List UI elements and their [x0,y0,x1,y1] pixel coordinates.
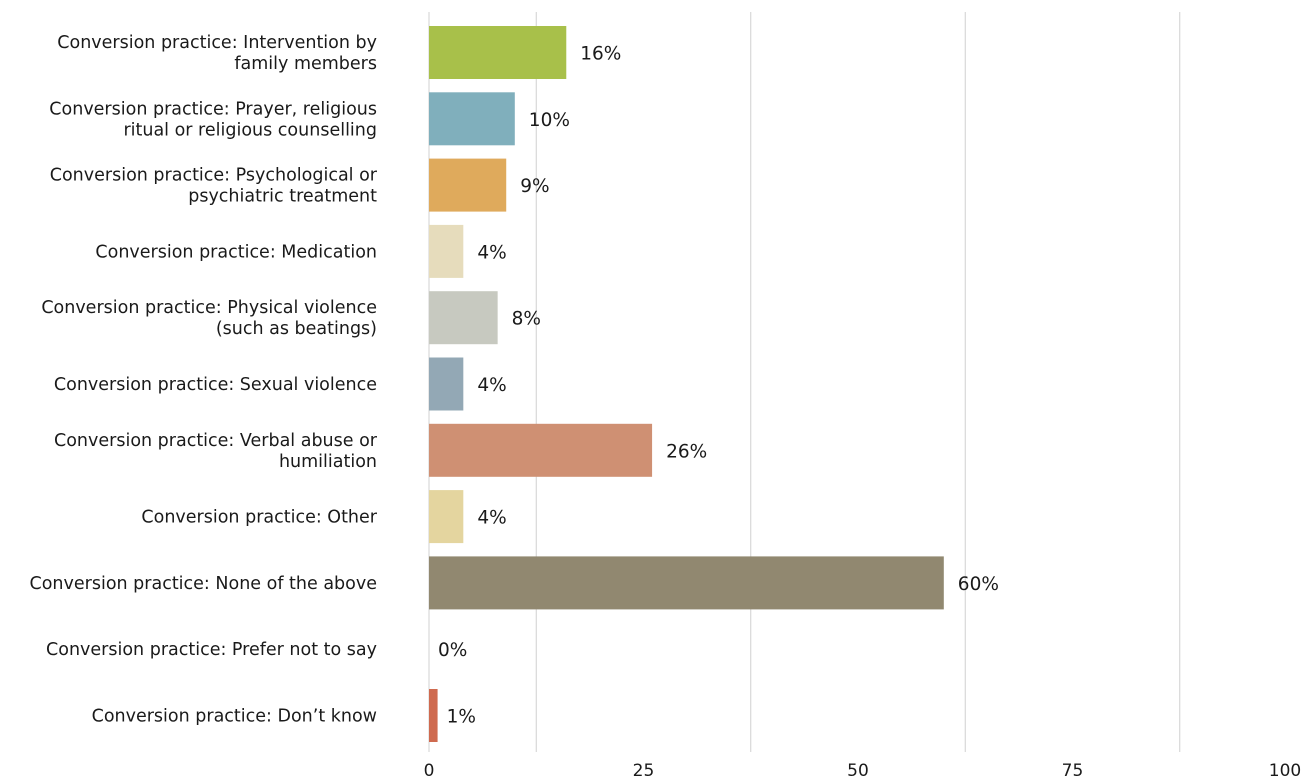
bar [429,26,567,79]
bar [429,291,498,345]
category-label-line: Conversion practice: Intervention by [57,33,377,53]
bar-group: Conversion practice: Psychological or psy… [50,158,550,212]
bar-group: Conversion practice: Other 4% [141,490,507,544]
value-label: 60% [958,574,999,595]
bar [429,158,507,212]
category-label-line: Conversion practice: Don’t know [92,707,377,727]
value-label: 26% [666,441,707,462]
value-label: 1% [447,707,476,728]
x-tick-label: 75 [1062,761,1084,778]
bar-group: Conversion practice: Physical violence (s… [41,291,541,345]
category-label: Conversion practice: Intervention by fami… [57,33,377,74]
category-label-line: ritual or religious counselling [123,120,377,140]
x-tick-label: 25 [633,761,655,778]
bar [429,423,653,477]
category-label-line: Conversion practice: Sexual violence [54,375,377,395]
bar-group: Conversion practice: Don’t know 1% [92,689,476,742]
category-label-line: Conversion practice: None of the above [30,574,378,594]
category-label: Conversion practice: Physical violence (s… [41,298,377,339]
x-tick-label: 100 [1269,761,1301,778]
value-label: 4% [477,508,506,529]
category-label-line: family members [234,54,377,74]
bar [429,224,464,278]
category-label-line: Conversion practice: Prefer not to say [46,640,377,660]
category-label: Conversion practice: Medication [95,242,377,262]
bar [429,357,464,411]
bar [429,92,515,146]
bar-group: Conversion practice: Verbal abuse or humi… [54,423,707,477]
category-label: Conversion practice: Verbal abuse or humi… [54,431,378,472]
x-tick-label: 0 [424,761,435,778]
bar-group: Conversion practice: None of the above 60… [30,556,999,610]
value-label: 8% [512,309,541,330]
x-axis-ticks: 0 25 50 75 100 [424,761,1302,778]
category-label: Conversion practice: Prefer not to say [46,640,377,660]
bar [429,689,438,742]
category-label: Conversion practice: Psychological or psy… [50,166,378,207]
gridlines [535,12,1181,752]
category-label: Conversion practice: Other [141,508,377,528]
bar-group: Conversion practice: Prayer, religious ri… [49,92,570,146]
value-label: 16% [580,44,621,65]
value-label: 4% [477,242,506,263]
category-label-line: Conversion practice: Physical violence [41,298,377,318]
category-label: Conversion practice: Sexual violence [54,375,377,395]
bar-group: Conversion practice: Prefer not to say 0% [46,640,467,661]
value-label: 4% [477,375,506,396]
category-label-line: Conversion practice: Verbal abuse or [54,431,378,451]
value-label: 10% [529,110,570,131]
category-label: Conversion practice: Don’t know [92,707,377,727]
bar-group: Conversion practice: Intervention by fami… [57,26,621,79]
category-label-line: (such as beatings) [216,319,377,339]
bar [429,490,464,544]
category-label-line: humiliation [279,452,377,472]
value-label: 0% [438,640,467,661]
bar-group: Conversion practice: Medication 4% [95,224,507,278]
category-label-line: Conversion practice: Other [141,508,377,528]
value-label: 9% [520,176,549,197]
bar [429,556,944,610]
category-label-line: Conversion practice: Medication [95,242,377,262]
category-label-line: psychiatric treatment [188,187,377,207]
bar-group: Conversion practice: Sexual violence 4% [54,357,507,411]
category-label: Conversion practice: Prayer, religious ri… [49,99,377,140]
category-label-line: Conversion practice: Psychological or [50,166,378,186]
x-tick-label: 50 [847,761,869,778]
category-label: Conversion practice: None of the above [30,574,378,594]
category-label-line: Conversion practice: Prayer, religious [49,99,377,119]
